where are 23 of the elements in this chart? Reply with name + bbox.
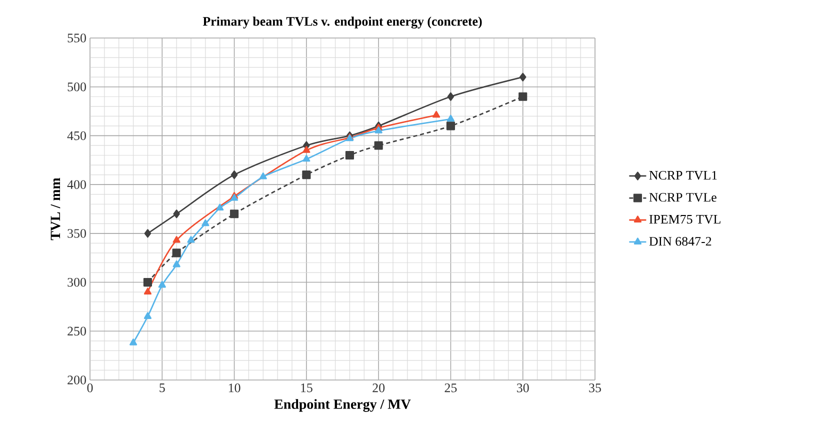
x-tick-label: 5 — [160, 384, 165, 392]
y-axis-title: TVL / mm — [50, 178, 60, 240]
y-tick-label: 400 — [67, 180, 86, 189]
y-tick-label: 250 — [68, 326, 86, 336]
x-tick-label: 10 — [228, 384, 240, 392]
x-tick-label: 20 — [372, 384, 385, 392]
legend-label: NCRP TVL1 — [649, 170, 717, 180]
y-tick-label: 500 — [68, 82, 86, 92]
x-axis-title: Endpoint Energy / MV — [274, 399, 411, 412]
x-tick-label: 30 — [517, 384, 529, 392]
x-tick-label: 35 — [589, 384, 601, 392]
y-tick-label: 450 — [67, 131, 86, 140]
y-tick-label: 350 — [68, 229, 86, 238]
y-tick-label: 200 — [68, 376, 86, 384]
x-tick-label: 0 — [87, 384, 93, 392]
chart-title: Primary beam TVLs v. endpoint energy (concrete) — [202, 16, 482, 28]
x-tick-label: 15 — [301, 384, 312, 392]
legend-label: DIN 6847-2 — [649, 236, 712, 246]
x-tick-label: 25 — [444, 384, 457, 392]
y-tick-label: 550 — [68, 34, 86, 42]
legend-label: NCRP TVLe — [649, 192, 716, 202]
y-tick-label: 300 — [68, 278, 86, 287]
legend-label: IPEM75 TVL — [649, 215, 720, 224]
